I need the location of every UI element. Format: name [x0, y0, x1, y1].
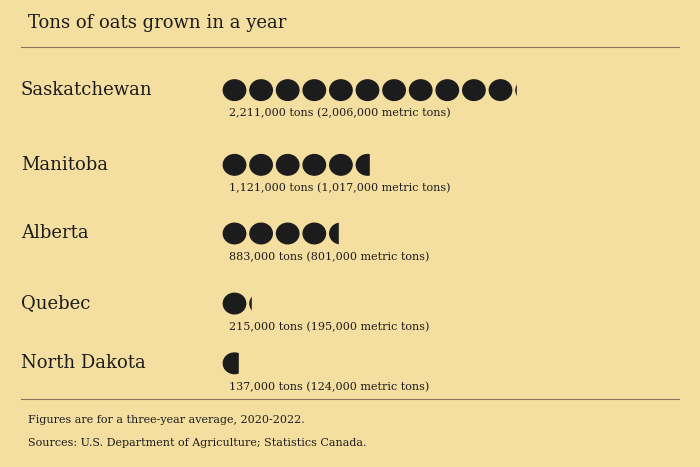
Ellipse shape — [223, 353, 246, 374]
Text: 215,000 tons (195,000 metric tons): 215,000 tons (195,000 metric tons) — [229, 322, 429, 332]
Ellipse shape — [330, 80, 352, 100]
Bar — [517, 78, 540, 101]
Ellipse shape — [223, 80, 246, 100]
Ellipse shape — [303, 155, 326, 175]
Ellipse shape — [223, 223, 246, 244]
Ellipse shape — [516, 80, 538, 100]
Text: 137,000 tons (124,000 metric tons): 137,000 tons (124,000 metric tons) — [229, 382, 429, 392]
Ellipse shape — [250, 223, 272, 244]
Ellipse shape — [463, 80, 485, 100]
Bar — [370, 153, 381, 176]
Ellipse shape — [356, 155, 379, 175]
Ellipse shape — [223, 155, 246, 175]
Ellipse shape — [330, 223, 352, 244]
Ellipse shape — [436, 80, 459, 100]
Text: Manitoba: Manitoba — [21, 156, 108, 174]
Bar — [239, 352, 248, 374]
Text: Quebec: Quebec — [21, 295, 90, 312]
Ellipse shape — [489, 80, 512, 100]
Ellipse shape — [250, 155, 272, 175]
Ellipse shape — [303, 80, 326, 100]
Ellipse shape — [276, 155, 299, 175]
Ellipse shape — [383, 80, 405, 100]
Text: Figures are for a three-year average, 2020-2022.: Figures are for a three-year average, 20… — [28, 415, 304, 425]
Bar — [251, 292, 274, 314]
Ellipse shape — [330, 155, 352, 175]
Ellipse shape — [410, 80, 432, 100]
Ellipse shape — [276, 80, 299, 100]
Ellipse shape — [303, 223, 326, 244]
Ellipse shape — [250, 293, 272, 314]
Bar — [339, 222, 354, 244]
Text: Saskatchewan: Saskatchewan — [21, 81, 153, 99]
Text: Alberta: Alberta — [21, 225, 89, 242]
Text: Sources: U.S. Department of Agriculture; Statistics Canada.: Sources: U.S. Department of Agriculture;… — [28, 438, 367, 448]
Text: North Dakota: North Dakota — [21, 354, 146, 372]
Text: 1,121,000 tons (1,017,000 metric tons): 1,121,000 tons (1,017,000 metric tons) — [229, 183, 450, 193]
Ellipse shape — [223, 293, 246, 314]
Text: 2,211,000 tons (2,006,000 metric tons): 2,211,000 tons (2,006,000 metric tons) — [229, 108, 451, 119]
Ellipse shape — [356, 80, 379, 100]
Text: 883,000 tons (801,000 metric tons): 883,000 tons (801,000 metric tons) — [229, 252, 429, 262]
Ellipse shape — [250, 80, 272, 100]
Text: Tons of oats grown in a year: Tons of oats grown in a year — [28, 14, 286, 32]
Ellipse shape — [276, 223, 299, 244]
